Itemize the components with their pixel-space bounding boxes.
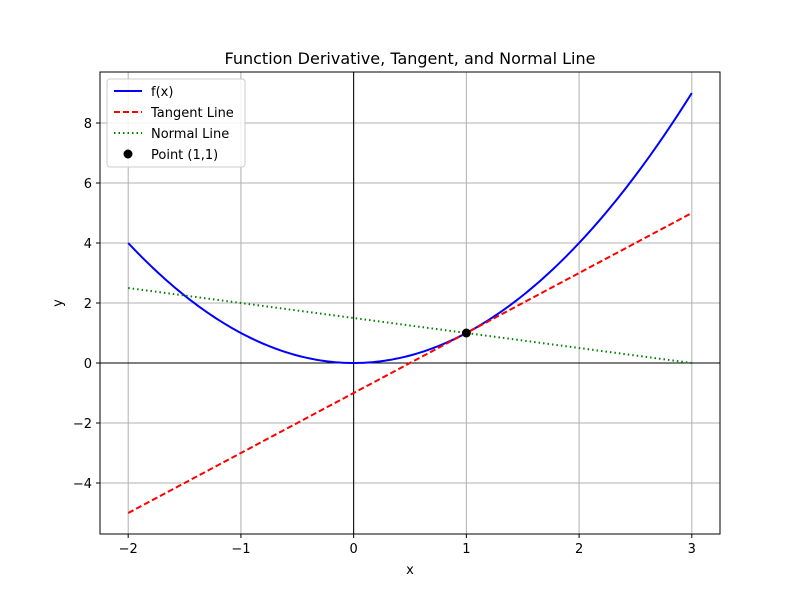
series-layer <box>127 92 693 514</box>
x-tick-label: 3 <box>688 542 696 557</box>
y-tick-label: −4 <box>73 477 92 492</box>
y-tick-label: 2 <box>84 297 92 312</box>
x-tick-label: −1 <box>231 542 250 557</box>
y-tick-label: −2 <box>73 417 92 432</box>
legend-items: f(x) Tangent Line Normal Line Point (1,1) <box>114 85 234 163</box>
series-line-tangent-line <box>127 212 693 514</box>
y-ticks: −4 −2 0 2 4 6 8 <box>73 117 100 492</box>
y-tick-label: 8 <box>84 117 92 132</box>
y-tick-label: 4 <box>84 237 92 252</box>
legend-label: Point (1,1) <box>151 148 218 163</box>
legend-label: Tangent Line <box>150 106 234 121</box>
x-tick-label: 1 <box>462 542 470 557</box>
x-tick-label: 0 <box>349 542 357 557</box>
x-tick-label: 2 <box>575 542 583 557</box>
scatter-point <box>461 328 471 338</box>
x-tick-label: −2 <box>119 542 138 557</box>
legend-swatch <box>123 149 133 159</box>
legend-label: Normal Line <box>151 127 229 142</box>
legend: f(x) Tangent Line Normal Line Point (1,1) <box>106 78 246 168</box>
y-axis-label: y <box>51 299 66 307</box>
y-tick-label: 6 <box>84 177 92 192</box>
x-ticks: −2 −1 0 1 2 3 <box>119 534 696 557</box>
y-tick-label: 0 <box>84 357 92 372</box>
x-axis-label: x <box>406 563 414 578</box>
series-line-normal-line <box>128 287 692 364</box>
series-line-f-x <box>127 92 693 365</box>
legend-label: f(x) <box>151 85 173 100</box>
legend-box <box>106 78 246 168</box>
chart-title: Function Derivative, Tangent, and Normal… <box>225 49 596 68</box>
